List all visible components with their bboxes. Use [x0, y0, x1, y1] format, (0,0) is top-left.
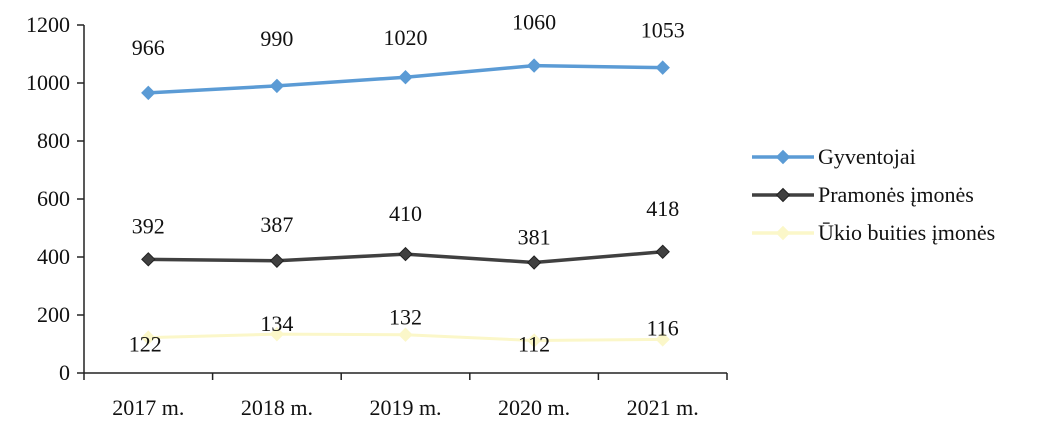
data-point-marker [655, 244, 670, 259]
legend-item-gyventojai: Gyventojai [752, 144, 916, 169]
data-point-marker [526, 255, 542, 270]
data-label: 1060 [512, 10, 556, 35]
y-tick-label: 400 [37, 244, 70, 269]
data-point-marker [526, 333, 542, 348]
chart-legend: Gyventojai Pramonės įmonės Ūkio buities įm… [752, 144, 995, 245]
data-point-marker [269, 253, 285, 268]
series-ukio-buities-imones [141, 326, 670, 348]
data-point-marker [141, 252, 156, 267]
data-point-marker [141, 85, 156, 101]
data-point-marker [398, 246, 413, 262]
chart-axes: 0 200 400 600 800 1000 1200 2017 m. 2018 m. 2019 … [26, 12, 728, 420]
y-tick-label: 1200 [26, 12, 70, 37]
series-pramones-imones [141, 244, 670, 270]
legend-item-pramones-imones: Pramonės įmonės [752, 182, 974, 207]
series-gyventojai [141, 58, 670, 101]
data-label: 122 [129, 332, 162, 357]
x-tick-label: 2019 m. [369, 395, 441, 420]
data-label: 392 [132, 213, 165, 238]
x-tick-label: 2020 m. [498, 395, 570, 420]
data-point-marker [398, 327, 413, 342]
data-label: 112 [518, 332, 550, 357]
data-point-marker [526, 58, 542, 73]
chart-data-labels: 966 990 1020 1060 1053 392 387 410 381 418 122 134 1… [129, 10, 685, 357]
data-label: 134 [260, 311, 293, 336]
y-tick-label: 0 [59, 360, 70, 385]
y-tick-label: 200 [37, 302, 70, 327]
y-tick-label: 800 [37, 128, 70, 153]
legend-label: Ūkio buities įmonės [818, 220, 995, 245]
data-label: 381 [518, 225, 551, 250]
data-point-marker [269, 326, 285, 342]
data-point-marker [269, 78, 285, 94]
data-label: 132 [389, 305, 422, 330]
data-label: 1053 [641, 18, 685, 43]
data-point-marker [398, 69, 413, 85]
data-label: 418 [646, 196, 679, 221]
chart-series [141, 58, 670, 348]
x-tick-label: 2017 m. [112, 395, 184, 420]
data-label: 1020 [384, 25, 428, 50]
legend-marker [775, 149, 791, 165]
y-tick-label: 600 [37, 186, 70, 211]
x-tick-label: 2021 m. [627, 395, 699, 420]
data-point-marker [655, 60, 670, 75]
x-tick-label: 2018 m. [241, 395, 313, 420]
data-point-marker [141, 330, 156, 345]
data-point-marker [655, 332, 670, 347]
data-label: 966 [132, 35, 165, 60]
legend-item-ukio-buities-imones: Ūkio buities įmonės [752, 220, 995, 245]
data-label: 387 [260, 212, 293, 237]
data-label: 116 [647, 315, 679, 340]
legend-marker [775, 225, 791, 241]
legend-label: Gyventojai [818, 144, 916, 169]
y-tick-label: 1000 [26, 70, 70, 95]
legend-label: Pramonės įmonės [818, 182, 974, 207]
data-label: 990 [260, 26, 293, 51]
legend-marker [775, 187, 791, 203]
data-label: 410 [389, 201, 422, 226]
